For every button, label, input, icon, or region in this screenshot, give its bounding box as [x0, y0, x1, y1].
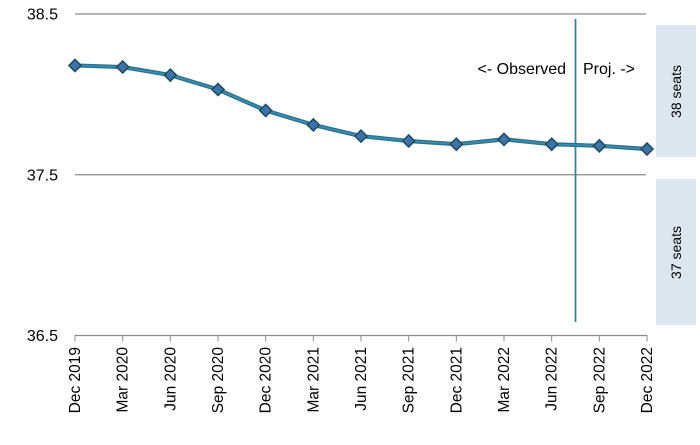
- data-point-marker: [163, 67, 178, 83]
- x-axis-label: Jun 2022: [544, 347, 561, 411]
- y-axis-label: 37.5: [27, 167, 58, 184]
- x-axis-label: Dec 2021: [448, 347, 465, 413]
- data-point-marker: [306, 117, 321, 133]
- x-axis-label: Mar 2022: [496, 347, 513, 412]
- data-point-marker: [67, 58, 83, 73]
- y-axis-label: 36.5: [27, 328, 58, 345]
- data-point-marker: [639, 141, 655, 157]
- data-point-marker: [496, 132, 512, 147]
- x-axis-label: Jun 2021: [353, 347, 370, 411]
- x-axis-label: Dec 2022: [639, 347, 656, 413]
- data-point-marker: [115, 59, 130, 75]
- observed-annotation: <- Observed: [477, 61, 566, 78]
- seats-38-label: 38 seats: [668, 64, 684, 118]
- x-axis-label: Jun 2020: [162, 347, 179, 411]
- x-axis-label: Sep 2022: [591, 347, 608, 413]
- x-axis-label: Dec 2020: [258, 347, 275, 414]
- seats-37-label: 37 seats: [668, 225, 684, 279]
- data-point-marker: [353, 129, 369, 144]
- x-axis-label: Dec 2019: [67, 347, 84, 413]
- x-axis-label: Sep 2021: [401, 347, 418, 413]
- x-axis-label: Mar 2021: [305, 347, 322, 412]
- data-point-marker: [449, 137, 464, 152]
- x-axis-label: Sep 2020: [210, 347, 227, 414]
- data-point-marker: [592, 138, 607, 153]
- seats-37-label-box: 37 seats: [656, 179, 696, 325]
- x-axis-label: Mar 2020: [115, 347, 132, 413]
- data-point-marker: [401, 133, 416, 149]
- projection-annotation: Proj. ->: [583, 61, 636, 78]
- seats-38-label-box: 38 seats: [656, 25, 696, 157]
- y-axis-label: 38.5: [27, 7, 58, 24]
- data-point-marker: [210, 82, 226, 97]
- data-point-marker: [258, 103, 273, 118]
- data-point-marker: [544, 137, 559, 152]
